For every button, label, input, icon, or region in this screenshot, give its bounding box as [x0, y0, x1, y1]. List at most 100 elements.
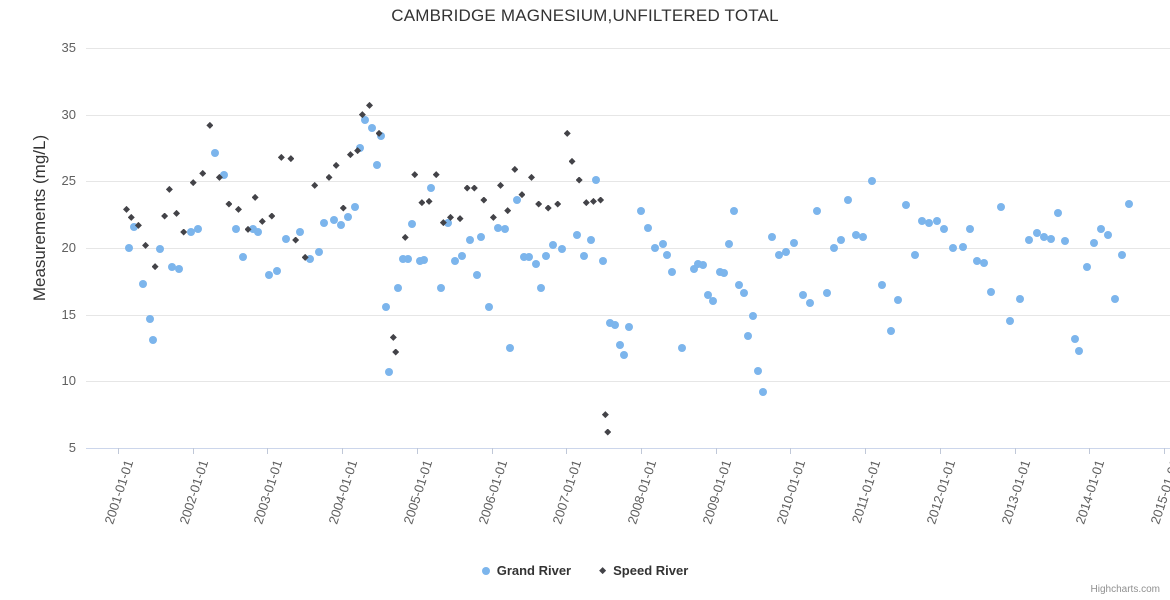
data-point-grand-river[interactable]	[725, 240, 734, 248]
data-point-grand-river[interactable]	[663, 250, 672, 259]
data-point-speed-river[interactable]	[544, 204, 552, 212]
data-point-speed-river[interactable]	[292, 236, 300, 244]
data-point-speed-river[interactable]	[173, 209, 181, 217]
data-point-speed-river[interactable]	[568, 157, 576, 165]
data-point-grand-river[interactable]	[789, 238, 798, 247]
data-point-grand-river[interactable]	[351, 202, 360, 211]
data-point-grand-river[interactable]	[625, 322, 634, 331]
data-point-grand-river[interactable]	[282, 234, 291, 243]
data-point-grand-river[interactable]	[758, 388, 767, 396]
data-point-grand-river[interactable]	[532, 260, 541, 268]
data-point-speed-river[interactable]	[354, 147, 362, 155]
data-point-speed-river[interactable]	[447, 213, 454, 221]
data-point-grand-river[interactable]	[699, 261, 708, 270]
data-point-grand-river[interactable]	[186, 228, 195, 236]
data-point-speed-river[interactable]	[189, 179, 197, 187]
data-point-grand-river[interactable]	[210, 149, 219, 158]
data-point-grand-river[interactable]	[220, 170, 229, 179]
data-point-speed-river[interactable]	[366, 101, 373, 109]
data-point-speed-river[interactable]	[528, 173, 535, 181]
data-point-grand-river[interactable]	[925, 218, 934, 227]
data-point-grand-river[interactable]	[398, 254, 407, 263]
data-point-speed-river[interactable]	[401, 233, 409, 241]
data-point-speed-river[interactable]	[301, 253, 309, 261]
data-point-grand-river[interactable]	[146, 314, 155, 323]
data-point-speed-river[interactable]	[161, 212, 169, 220]
data-point-grand-river[interactable]	[1104, 230, 1113, 239]
data-point-grand-river[interactable]	[436, 284, 445, 292]
data-point-grand-river[interactable]	[1111, 294, 1120, 303]
data-point-grand-river[interactable]	[579, 252, 588, 260]
data-point-grand-river[interactable]	[980, 258, 989, 267]
data-point-grand-river[interactable]	[384, 368, 393, 376]
data-point-speed-river[interactable]	[268, 212, 276, 220]
data-point-grand-river[interactable]	[799, 290, 808, 299]
data-point-grand-river[interactable]	[572, 230, 581, 239]
data-point-grand-river[interactable]	[465, 236, 474, 244]
data-point-speed-river[interactable]	[244, 225, 252, 233]
data-point-grand-river[interactable]	[372, 161, 381, 170]
data-point-grand-river[interactable]	[749, 312, 758, 320]
data-point-grand-river[interactable]	[382, 302, 391, 311]
data-point-speed-river[interactable]	[206, 121, 214, 129]
data-point-grand-river[interactable]	[377, 132, 386, 140]
data-point-speed-river[interactable]	[497, 181, 505, 189]
data-point-grand-river[interactable]	[806, 298, 815, 307]
data-point-grand-river[interactable]	[355, 144, 364, 152]
data-point-grand-river[interactable]	[494, 224, 503, 232]
data-point-speed-river[interactable]	[251, 193, 259, 201]
data-point-grand-river[interactable]	[1118, 250, 1127, 259]
data-point-grand-river[interactable]	[477, 233, 486, 242]
data-point-speed-river[interactable]	[325, 173, 333, 181]
data-point-speed-river[interactable]	[511, 165, 519, 173]
data-point-grand-river[interactable]	[558, 245, 567, 254]
data-point-grand-river[interactable]	[367, 124, 376, 132]
data-point-grand-river[interactable]	[598, 257, 607, 266]
data-point-grand-river[interactable]	[958, 242, 967, 251]
data-point-speed-river[interactable]	[339, 204, 347, 212]
data-point-speed-river[interactable]	[375, 129, 383, 137]
data-point-grand-river[interactable]	[822, 289, 831, 298]
data-point-grand-river[interactable]	[689, 265, 698, 274]
data-point-grand-river[interactable]	[315, 248, 324, 256]
data-point-speed-river[interactable]	[504, 207, 512, 215]
data-point-speed-river[interactable]	[575, 176, 583, 184]
data-point-grand-river[interactable]	[305, 254, 314, 263]
data-point-grand-river[interactable]	[139, 280, 148, 288]
data-point-grand-river[interactable]	[606, 318, 615, 327]
data-point-grand-river[interactable]	[973, 257, 982, 266]
data-point-grand-river[interactable]	[739, 289, 748, 298]
data-point-grand-river[interactable]	[677, 344, 686, 352]
data-point-grand-river[interactable]	[775, 250, 784, 259]
data-point-speed-river[interactable]	[411, 171, 419, 179]
data-point-grand-river[interactable]	[239, 253, 248, 262]
data-point-speed-river[interactable]	[601, 411, 609, 419]
data-point-grand-river[interactable]	[420, 256, 429, 264]
data-point-grand-river[interactable]	[708, 297, 717, 306]
data-point-grand-river[interactable]	[248, 225, 257, 234]
data-point-speed-river[interactable]	[604, 428, 612, 436]
data-point-grand-river[interactable]	[525, 253, 534, 262]
data-point-speed-river[interactable]	[463, 184, 471, 192]
data-point-grand-river[interactable]	[918, 217, 927, 226]
data-point-grand-river[interactable]	[744, 332, 753, 340]
data-point-grand-river[interactable]	[253, 228, 262, 236]
data-point-grand-river[interactable]	[851, 230, 860, 239]
data-point-grand-river[interactable]	[591, 176, 600, 184]
data-point-grand-river[interactable]	[887, 326, 896, 335]
data-point-grand-river[interactable]	[1054, 209, 1063, 218]
data-point-grand-river[interactable]	[668, 268, 677, 276]
data-point-grand-river[interactable]	[1039, 233, 1048, 242]
data-point-speed-river[interactable]	[346, 151, 354, 159]
data-point-grand-river[interactable]	[155, 245, 164, 254]
data-point-grand-river[interactable]	[232, 225, 241, 234]
data-point-speed-river[interactable]	[332, 161, 340, 169]
data-point-grand-river[interactable]	[451, 257, 460, 266]
data-point-grand-river[interactable]	[1070, 334, 1079, 343]
data-point-grand-river[interactable]	[320, 218, 329, 227]
data-point-speed-river[interactable]	[311, 181, 319, 189]
data-point-grand-river[interactable]	[877, 281, 886, 290]
data-point-speed-river[interactable]	[165, 185, 173, 193]
data-point-speed-river[interactable]	[199, 169, 207, 177]
data-point-grand-river[interactable]	[265, 270, 274, 279]
